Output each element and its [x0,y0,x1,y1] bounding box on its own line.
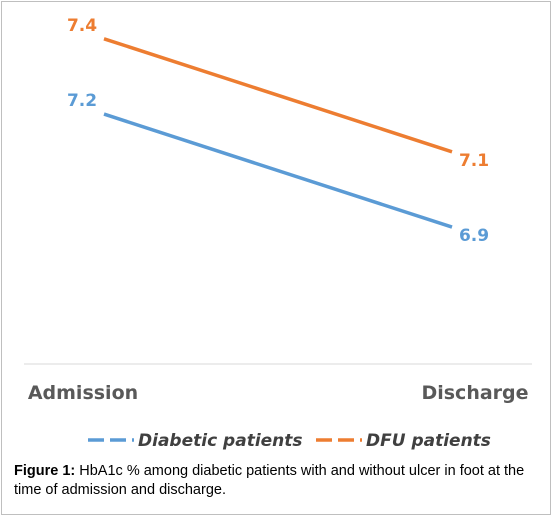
x-tick-label-admission: Admission [28,382,138,404]
x-tick-label-discharge: Discharge [421,382,528,404]
data-label-diabetic-discharge: 6.9 [459,226,489,246]
line-chart: 7.2 6.9 7.4 7.1 Admission Discharge Diabeti… [24,16,532,451]
caption-text: HbA1c % among diabetic patients with and… [14,463,525,498]
data-label-dfu-discharge: 7.1 [459,151,489,171]
series-layer: 7.2 6.9 7.4 7.1 [67,16,489,246]
legend-label-dfu: DFU patients [366,431,491,451]
figure-caption: Figure 1: HbA1c % among diabetic patient… [14,462,544,500]
series-line-diabetic [103,112,453,229]
series-line-dfu [103,37,453,154]
data-label-dfu-admission: 7.4 [67,16,97,36]
legend-label-diabetic: Diabetic patients [138,431,303,451]
caption-label: Figure 1: [14,463,76,479]
data-label-diabetic-admission: 7.2 [67,91,97,111]
legend: Diabetic patients DFU patients [88,431,491,451]
